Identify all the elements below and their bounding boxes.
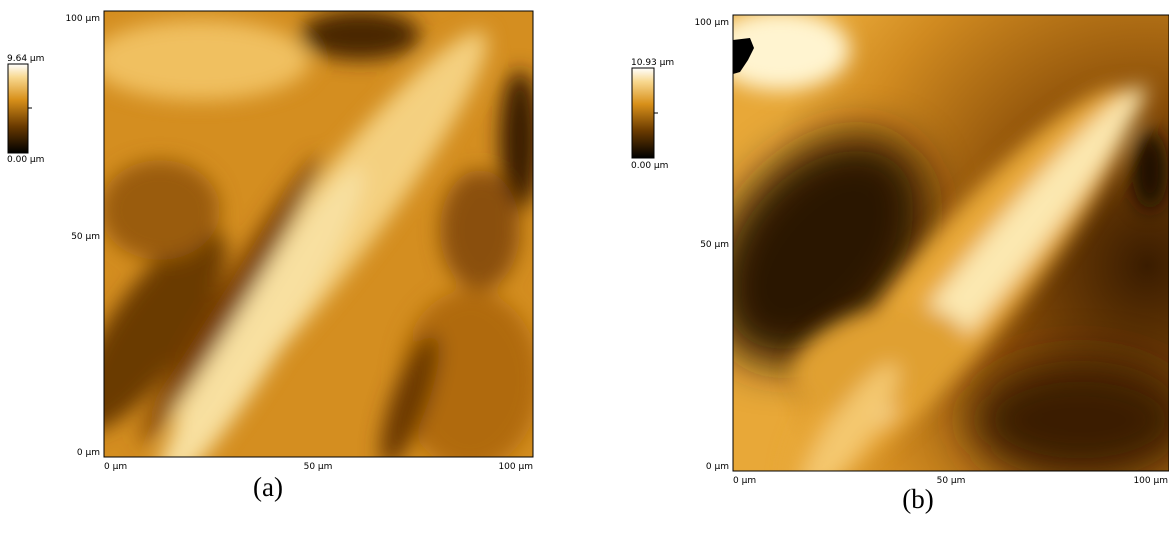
- y-tick-label: 0 µm: [77, 448, 100, 458]
- colorbar-min: 0.00 µm: [7, 155, 44, 165]
- colorbar-max: 10.93 µm: [631, 58, 674, 68]
- figure: 9.64 µm 0.00 µm 100 µm 50 µm 0 µm 0 µm 5…: [0, 0, 1169, 544]
- x-tick-label: 0 µm: [104, 462, 127, 472]
- colorbar: [8, 64, 28, 153]
- colorbar: [632, 68, 654, 158]
- x-tick-label: 0 µm: [733, 476, 756, 486]
- caption: (b): [902, 484, 933, 514]
- colorbar-min: 0.00 µm: [631, 161, 668, 171]
- y-tick-label: 50 µm: [71, 232, 100, 242]
- y-tick-label: 0 µm: [706, 462, 729, 472]
- x-tick-label: 100 µm: [498, 462, 533, 472]
- y-tick-label: 100 µm: [694, 18, 729, 28]
- x-tick-label: 50 µm: [937, 476, 966, 486]
- caption: (a): [253, 472, 283, 502]
- x-tick-label: 100 µm: [1133, 476, 1168, 486]
- y-tick-label: 100 µm: [65, 14, 100, 24]
- colorbar-max: 9.64 µm: [7, 54, 44, 64]
- afm-image-b: [667, 10, 1169, 525]
- x-tick-label: 50 µm: [304, 462, 333, 472]
- afm-image-a: [48, 8, 540, 506]
- y-tick-label: 50 µm: [700, 240, 729, 250]
